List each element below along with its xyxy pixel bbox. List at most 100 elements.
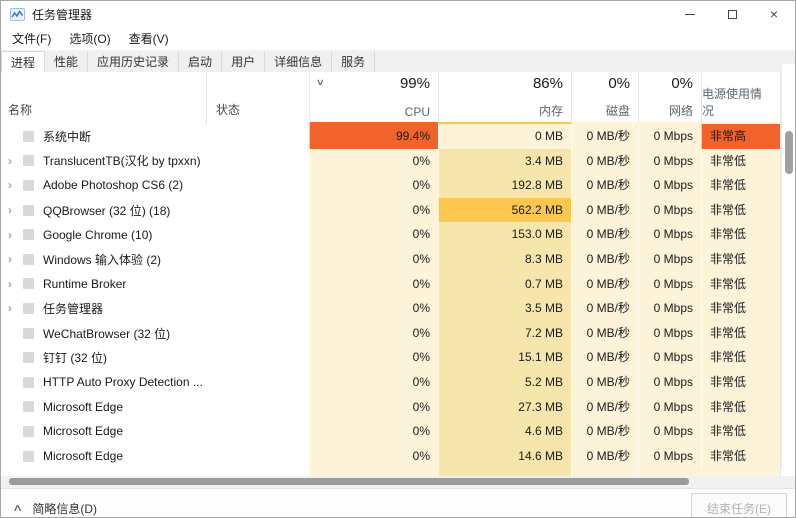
process-row[interactable]: › QQBrowser (32 位) (18) 0% 562.2 MB 0 MB/秒 0 … bbox=[1, 197, 795, 223]
tab-2[interactable]: 应用历史记录 bbox=[88, 51, 180, 72]
cpu-total-percent: 99% bbox=[399, 75, 430, 92]
process-row[interactable]: › TranslucentTB(汉化 by tpxxn) 0% 3.4 MB 0 MB/… bbox=[1, 148, 795, 174]
process-app-icon bbox=[23, 376, 34, 388]
memory-cell: 3.4 MB bbox=[438, 148, 571, 174]
memory-cell: 0 MB bbox=[438, 124, 571, 149]
process-name-cell: › Adobe Photoshop CS6 (2) bbox=[1, 173, 206, 198]
expand-chevron-icon[interactable]: › bbox=[8, 276, 12, 291]
column-header-disk[interactable]: 0% 磁盘 bbox=[571, 72, 638, 124]
column-header-status[interactable]: 状态 bbox=[206, 72, 309, 124]
process-name-label: Microsoft Edge bbox=[43, 449, 124, 464]
process-name-cell: HTTP Auto Proxy Detection ... bbox=[1, 370, 206, 395]
column-header-cpu[interactable]: ∨ 99% CPU bbox=[309, 72, 438, 124]
vertical-scrollbar[interactable] bbox=[781, 64, 795, 467]
status-cell bbox=[206, 444, 309, 469]
tab-3[interactable]: 启动 bbox=[179, 51, 223, 72]
process-row[interactable]: 系统中断 99.4% 0 MB 0 MB/秒 0 Mbps 非常高 bbox=[1, 124, 795, 149]
vertical-scrollbar-thumb[interactable] bbox=[785, 131, 793, 174]
tab-0[interactable]: 进程 bbox=[1, 51, 46, 72]
network-cell: 0 Mbps bbox=[638, 197, 701, 223]
cpu-cell: 0% bbox=[309, 369, 438, 395]
process-row[interactable]: › 任务管理器 0% 3.5 MB 0 MB/秒 0 Mbps 非常低 bbox=[1, 296, 795, 321]
cpu-cell: 0% bbox=[309, 148, 438, 174]
close-button[interactable]: × bbox=[753, 1, 795, 27]
disk-heat-underline bbox=[572, 122, 638, 124]
tab-6[interactable]: 服务 bbox=[332, 51, 376, 72]
power-cell: 非常低 bbox=[701, 443, 781, 469]
process-name-cell: Microsoft Edge bbox=[1, 419, 206, 444]
minimize-icon bbox=[685, 13, 695, 15]
column-header-network[interactable]: 0% 网络 bbox=[638, 72, 701, 124]
process-row[interactable]: WeChatBrowser (32 位) 0% 7.2 MB 0 MB/秒 0 Mbps… bbox=[1, 320, 795, 346]
disk-cell: 0 MB/秒 bbox=[571, 369, 638, 395]
expand-chevron-icon[interactable]: › bbox=[8, 252, 12, 267]
network-cell: 0 Mbps bbox=[638, 173, 701, 198]
process-name-label: TranslucentTB(汉化 by tpxxn) bbox=[43, 154, 201, 169]
status-header-label: 状态 bbox=[216, 103, 241, 117]
expand-chevron-icon[interactable]: › bbox=[8, 178, 12, 193]
cpu-column-label: CPU bbox=[404, 105, 430, 119]
menu-item-2[interactable]: 查看(V) bbox=[128, 32, 169, 46]
process-name-cell: 钉钉 (32 位) bbox=[1, 345, 206, 370]
network-cell: 0 Mbps bbox=[638, 394, 701, 420]
process-row[interactable]: Microsoft Edge 0% 14.6 MB 0 MB/秒 0 Mbps 非常低 bbox=[1, 443, 795, 469]
process-row[interactable]: › Windows 输入体验 (2) 0% 8.3 MB 0 MB/秒 0 Mbps 非常低 bbox=[1, 246, 795, 272]
process-row[interactable]: › Google Chrome (10) 0% 153.0 MB 0 MB/秒 0 Mbp… bbox=[1, 222, 795, 247]
minimize-button[interactable] bbox=[669, 1, 711, 27]
tab-1[interactable]: 性能 bbox=[45, 51, 89, 72]
process-table-body: 系统中断 99.4% 0 MB 0 MB/秒 0 Mbps 非常高 › Translucent… bbox=[1, 124, 795, 476]
disk-cell: 0 MB/秒 bbox=[571, 222, 638, 247]
expand-chevron-icon[interactable]: › bbox=[8, 203, 12, 218]
process-row[interactable]: › Adobe Photoshop CS6 (2) 0% 192.8 MB 0 MB/秒… bbox=[1, 173, 795, 198]
process-name-cell: 系统中断 bbox=[1, 124, 206, 149]
power-cell: 非常低 bbox=[701, 173, 781, 198]
process-row[interactable]: Microsoft Edge 0% 4.6 MB 0 MB/秒 0 Mbps 非常低 bbox=[1, 419, 795, 444]
tab-5[interactable]: 详细信息 bbox=[265, 51, 333, 72]
expand-chevron-icon[interactable]: › bbox=[8, 227, 12, 242]
disk-column-label: 磁盘 bbox=[605, 104, 630, 118]
process-app-icon bbox=[23, 302, 34, 314]
disk-cell: 0 MB/秒 bbox=[571, 173, 638, 198]
process-name-cell: Microsoft Edge bbox=[1, 395, 206, 420]
network-column-label: 网络 bbox=[668, 104, 693, 118]
status-cell bbox=[206, 321, 309, 346]
process-app-icon bbox=[23, 278, 34, 290]
memory-cell bbox=[438, 468, 571, 476]
column-header-power[interactable]: 电源使用情况 bbox=[701, 72, 781, 124]
process-row[interactable]: › Runtime Broker 0% 0.7 MB 0 MB/秒 0 Mbps 非常低 bbox=[1, 271, 795, 297]
menu-item-1[interactable]: 选项(O) bbox=[69, 32, 111, 46]
process-name-cell bbox=[1, 468, 206, 476]
memory-cell: 4.6 MB bbox=[438, 419, 571, 444]
end-task-button[interactable]: 结束任务(E) bbox=[691, 493, 787, 517]
network-cell: 0 Mbps bbox=[638, 345, 701, 370]
process-row[interactable]: HTTP Auto Proxy Detection ... 0% 5.2 MB 0 M… bbox=[1, 369, 795, 395]
column-header-memory[interactable]: 86% 内存 bbox=[438, 72, 571, 124]
menu-bar: 文件(F) 选项(O) 查看(V) bbox=[1, 27, 795, 50]
memory-cell: 7.2 MB bbox=[438, 320, 571, 346]
power-cell: 非常低 bbox=[701, 148, 781, 174]
status-cell bbox=[206, 345, 309, 370]
column-header-name[interactable]: 名称 bbox=[1, 72, 206, 124]
horizontal-scrollbar-thumb[interactable] bbox=[9, 478, 689, 485]
fewer-details-toggle[interactable]: ∧ 简略信息(D) bbox=[12, 500, 97, 517]
expand-chevron-icon[interactable]: › bbox=[8, 301, 12, 316]
expand-chevron-icon[interactable]: › bbox=[8, 153, 12, 168]
cpu-cell: 0% bbox=[309, 394, 438, 420]
cpu-heat-underline bbox=[310, 122, 438, 124]
network-cell bbox=[638, 468, 701, 476]
disk-cell: 0 MB/秒 bbox=[571, 296, 638, 321]
disk-cell: 0 MB/秒 bbox=[571, 419, 638, 444]
process-row[interactable]: Microsoft Edge 0% 27.3 MB 0 MB/秒 0 Mbps 非常低 bbox=[1, 394, 795, 420]
status-cell bbox=[206, 419, 309, 444]
process-row[interactable] bbox=[1, 468, 795, 476]
tab-4[interactable]: 用户 bbox=[222, 51, 266, 72]
maximize-button[interactable] bbox=[711, 1, 753, 27]
memory-cell: 5.2 MB bbox=[438, 369, 571, 395]
menu-item-0[interactable]: 文件(F) bbox=[12, 32, 52, 46]
disk-cell: 0 MB/秒 bbox=[571, 124, 638, 149]
process-row[interactable]: 钉钉 (32 位) 0% 15.1 MB 0 MB/秒 0 Mbps 非常低 bbox=[1, 345, 795, 370]
horizontal-scrollbar[interactable] bbox=[1, 476, 795, 488]
cpu-cell: 0% bbox=[309, 345, 438, 370]
process-app-icon bbox=[23, 450, 34, 462]
